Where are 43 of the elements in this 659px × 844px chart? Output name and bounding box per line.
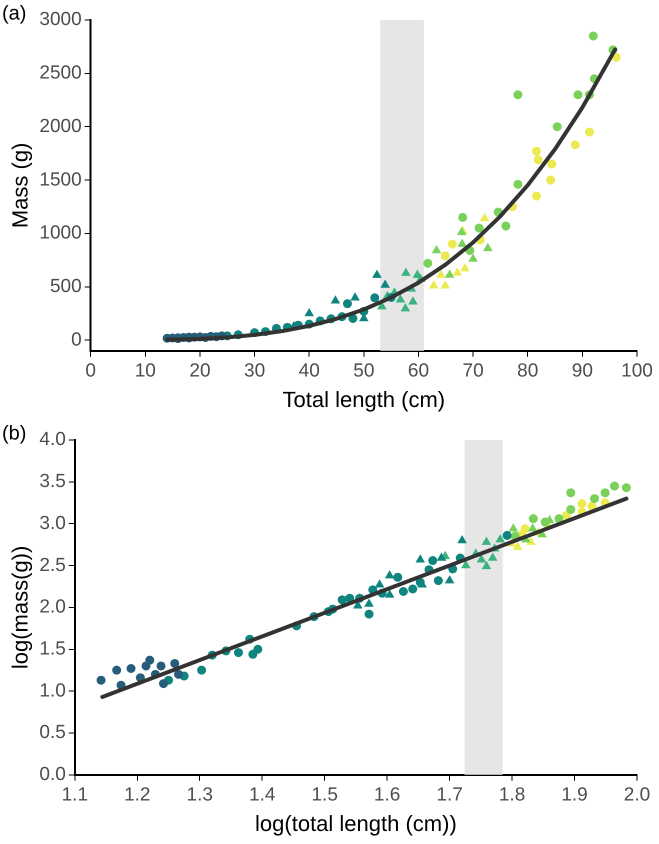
x-tick-label: 90 xyxy=(572,360,593,382)
x-tick-label: 1.9 xyxy=(561,784,588,806)
y-axis-title: log(mass(g)) xyxy=(7,546,32,670)
x-tick-label: 2.0 xyxy=(624,784,650,806)
x-tick-label: 60 xyxy=(408,360,430,382)
x-tick-label: 1.6 xyxy=(374,784,400,806)
y-tick-label: 4.0 xyxy=(39,429,66,450)
y-tick-label: 0.0 xyxy=(39,764,66,786)
x-axis-title: Total length (cm) xyxy=(282,386,446,412)
x-tick-label: 20 xyxy=(189,360,211,382)
x-tick-label: 100 xyxy=(621,360,653,382)
y-tick-label: 3.5 xyxy=(39,471,66,492)
x-tick-label: 80 xyxy=(517,360,538,382)
x-tick-label: 0 xyxy=(85,360,96,382)
y-tick-label: 1.5 xyxy=(39,638,66,660)
y-tick-label: 0 xyxy=(71,329,82,350)
y-tick-label: 1500 xyxy=(39,169,82,190)
y-tick-label: 2.0 xyxy=(39,596,66,618)
text: (a) xyxy=(2,2,26,25)
x-tick-label: 1.1 xyxy=(62,784,88,806)
y-tick-label: 1000 xyxy=(39,222,82,244)
x-tick-label: 1.5 xyxy=(311,784,338,806)
x-tick-label: 30 xyxy=(244,360,266,382)
x-tick-label: 10 xyxy=(134,360,156,382)
x-axis-title: log(total length (cm)) xyxy=(255,810,457,836)
y-tick-label: 3.0 xyxy=(39,512,66,534)
y-tick-label: 0.5 xyxy=(39,722,66,744)
y-tick-label: 500 xyxy=(50,276,82,298)
x-tick-label: 50 xyxy=(353,360,374,382)
y-tick-label: 2500 xyxy=(39,62,82,84)
x-tick-label: 70 xyxy=(462,360,484,382)
x-tick-label: 1.8 xyxy=(498,784,526,806)
y-tick-label: 2000 xyxy=(39,116,82,137)
y-tick-label: 2.5 xyxy=(39,554,66,576)
text: (b) xyxy=(2,422,26,445)
x-tick-label: 1.2 xyxy=(124,784,150,806)
x-tick-label: 1.3 xyxy=(186,784,213,806)
y-axis-title: Mass (g) xyxy=(7,142,32,228)
y-tick-label: 1.0 xyxy=(39,680,66,702)
x-tick-label: 1.7 xyxy=(436,784,463,806)
x-tick-label: 1.4 xyxy=(248,784,276,806)
x-tick-label: 40 xyxy=(298,360,320,382)
y-tick-label: 3000 xyxy=(39,9,82,30)
